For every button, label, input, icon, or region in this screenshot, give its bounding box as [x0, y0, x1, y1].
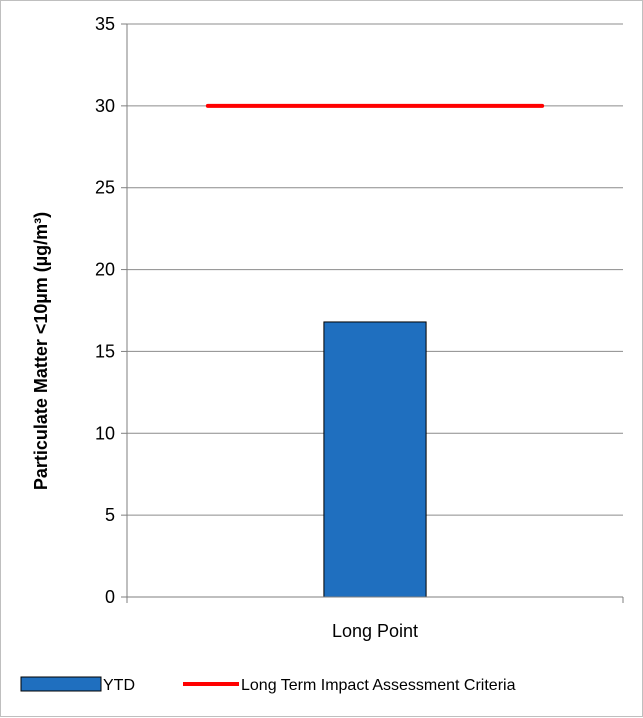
y-tick-label: 25 — [95, 178, 115, 198]
y-tick-label: 0 — [105, 587, 115, 607]
y-tick-label: 20 — [95, 260, 115, 280]
legend-label: YTD — [103, 677, 135, 694]
bars — [323, 321, 427, 598]
y-tick-label: 10 — [95, 423, 115, 443]
legend-swatch-bar — [20, 676, 102, 692]
y-axis-title: Particulate Matter <10µm (µg/m³) — [31, 212, 51, 490]
legend: YTD Long Term Impact Assessment Criteria — [20, 676, 516, 694]
y-tick-label: 30 — [95, 96, 115, 116]
y-tick-label: 15 — [95, 341, 115, 361]
y-tick-label: 35 — [95, 14, 115, 34]
y-tick-labels: 0 5 10 15 20 25 30 35 — [95, 14, 115, 607]
legend-label: Long Term Impact Assessment Criteria — [241, 677, 516, 694]
x-category-labels: Long Point — [332, 621, 418, 641]
axes — [121, 23, 624, 603]
y-tick-label: 5 — [105, 505, 115, 525]
x-category-label: Long Point — [332, 621, 418, 641]
bar-ytd — [323, 321, 427, 598]
